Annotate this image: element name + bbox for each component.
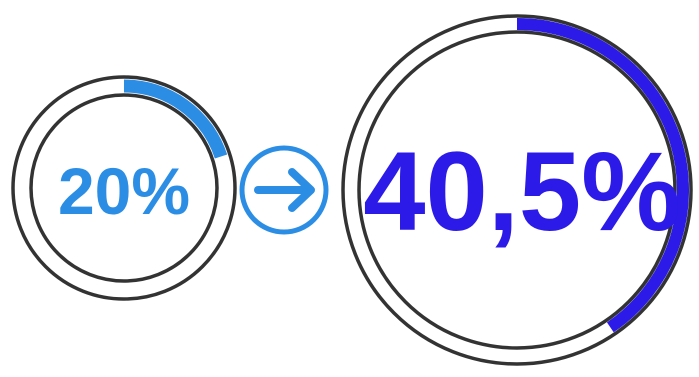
small-gauge-percent-label: 20% [58, 154, 190, 228]
large-gauge-progress-arc [516, 18, 689, 333]
small-gauge-inner-ring [29, 93, 219, 283]
small-gauge-progress-arc [123, 79, 228, 159]
large-gauge-percent-label: 40,5% [363, 129, 681, 254]
large-gauge-inner-ring [357, 30, 677, 350]
small-progress-gauge: 20% [11, 75, 237, 301]
large-progress-gauge: 40,5% [341, 14, 693, 366]
arrow-right-circle-icon [239, 145, 329, 235]
